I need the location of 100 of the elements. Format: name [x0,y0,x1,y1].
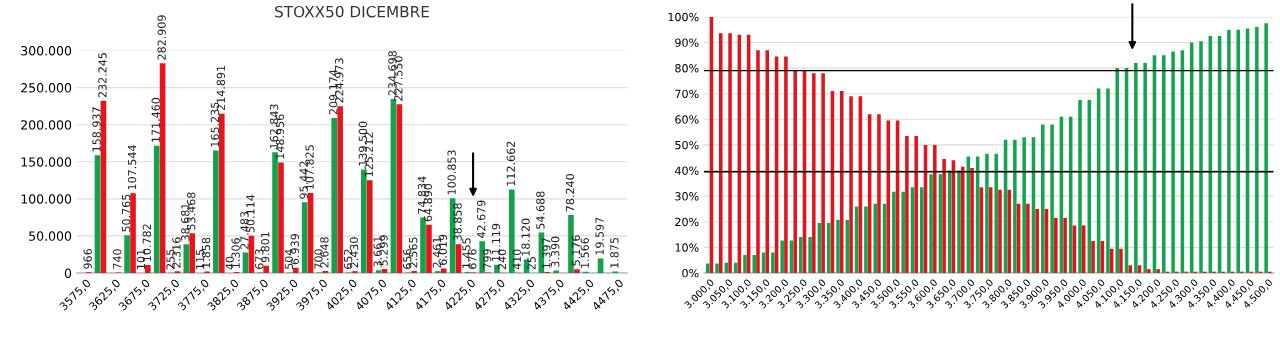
y-tick-label: 70% [675,89,699,99]
bar [998,189,1002,273]
bar [892,191,896,273]
bar [994,153,999,273]
bar [1171,51,1175,273]
bar [780,240,784,273]
bar [942,159,946,273]
data-label: 38.858 [453,203,462,241]
bar [799,237,803,273]
bar [812,73,816,273]
bar [1081,225,1086,273]
bar [574,269,580,273]
bar [793,70,797,273]
data-label: 107.544 [127,145,137,190]
bar [440,268,447,273]
bar [1255,27,1259,273]
bar [1106,88,1110,273]
bar [985,153,989,273]
data-label: 799 [482,249,492,269]
bar [183,244,190,273]
data-label: 740 [113,249,122,269]
data-label: 19.597 [595,217,604,255]
bar [597,258,604,273]
y-tick-label: 60% [675,115,699,124]
y-tick-label: 20% [675,217,699,227]
bar [218,113,225,273]
bar [1236,29,1240,273]
bar [1091,240,1095,273]
y-tick-label: 250.000 [21,83,72,93]
data-label: 100.853 [447,150,456,195]
bar [920,187,924,273]
y-tick-label: 90% [675,38,699,47]
bar [1078,100,1082,273]
bar [1264,23,1268,273]
bar [957,170,961,273]
data-label: 78.240 [565,174,575,212]
bar [153,145,160,273]
bar [1119,248,1123,273]
y-tick-label: 40% [674,166,699,175]
bar [263,265,269,273]
bar [1035,208,1039,273]
bar [821,73,825,273]
bar [375,270,382,273]
data-label: 5.176 [571,235,581,266]
chart-title: STOXX50 DICEMBRE [275,5,429,18]
y-tick-label: 10% [675,243,699,252]
bar [929,174,933,273]
bar [553,270,559,273]
bar [771,252,775,273]
bar [901,191,905,273]
bar [366,180,373,273]
bar [130,193,136,273]
bar [914,135,918,273]
bar [455,244,462,273]
bar [1013,139,1017,273]
bar [1227,29,1231,273]
bar [849,96,853,273]
data-label: 1.397 [542,238,551,268]
bar [1115,68,1120,273]
y-tick-label: 50.000 [29,231,72,241]
y-tick-label: 100.000 [21,194,72,204]
bar [331,117,338,273]
bar [337,106,343,273]
bar [715,263,719,273]
data-label: 25 [527,257,536,270]
bar [718,33,723,273]
data-label: 966 [83,248,92,269]
data-label: 1.566 [580,237,589,268]
bar [124,235,130,273]
bar [145,264,151,273]
bar [970,167,974,273]
data-label: 54.688 [536,191,545,229]
bar [877,114,881,273]
bar [1134,62,1138,273]
y-tick-label: 80% [675,64,699,73]
bar [213,150,219,273]
bar [808,237,812,273]
data-label: 410 [512,249,521,270]
bar [873,203,878,273]
bar [1054,217,1058,273]
bar [743,255,747,273]
bar [1143,62,1147,273]
y-tick-label: 200.000 [21,120,72,130]
bar [905,135,909,273]
y-tick-label: 300.000 [21,46,72,56]
y-tick-label: 0 [64,268,72,278]
data-label: 282.909 [157,15,166,60]
bar [1026,203,1030,273]
data-label: 42.679 [477,200,486,239]
bar [1162,55,1166,273]
data-label: 112.662 [506,141,516,186]
bar [381,269,388,273]
bar [784,56,788,273]
bar [756,50,760,273]
bar [189,233,196,273]
y-tick-label: 0% [682,268,699,278]
bar [864,206,868,273]
data-label: 158.937 [92,107,101,152]
bar [426,224,432,273]
bar [752,255,757,273]
